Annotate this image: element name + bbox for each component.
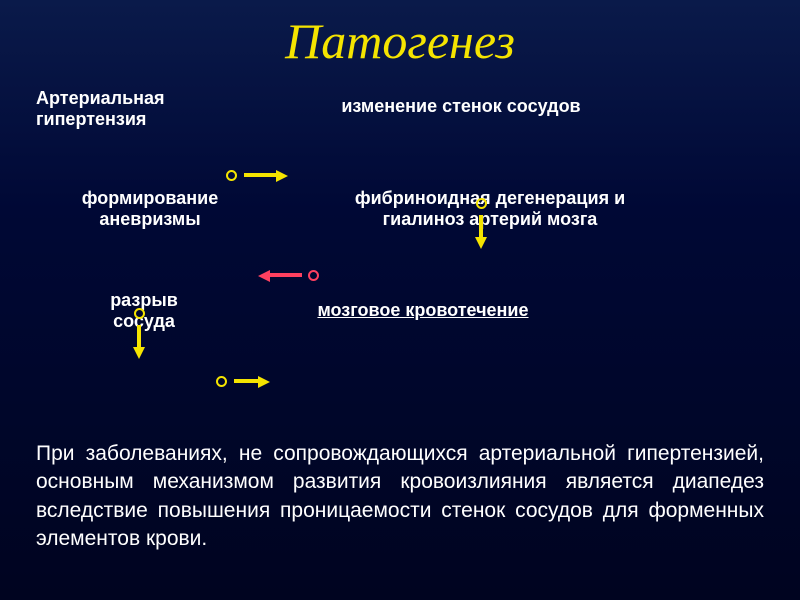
arrow-shaft: [137, 325, 141, 347]
arrow-tail-circle-icon: [476, 198, 487, 209]
node-n1: Артериальная гипертензия: [36, 88, 211, 130]
arrow-shaft: [270, 273, 302, 277]
arrow-head-icon: [258, 270, 270, 282]
node-n4: формирование аневризмы: [50, 188, 250, 230]
arrow-shaft: [234, 379, 258, 383]
arrow-tail-circle-icon: [226, 170, 237, 181]
arrow-tail-circle-icon: [308, 270, 319, 281]
arrow-tail-circle-icon: [216, 376, 227, 387]
arrow-tail-circle-icon: [134, 308, 145, 319]
arrow-shaft: [244, 173, 276, 177]
page-title: Патогенез: [0, 0, 800, 70]
arrow-head-icon: [133, 347, 145, 359]
arrow-head-icon: [276, 170, 288, 182]
arrow-shaft: [479, 215, 483, 237]
node-n3: фибриноидная дегенерация и гиалиноз арте…: [330, 188, 650, 230]
footer-paragraph: При заболеваниях, не сопровождающихся ар…: [36, 440, 764, 553]
title-text: Патогенез: [285, 13, 515, 69]
arrow-head-icon: [475, 237, 487, 249]
arrow-head-icon: [258, 376, 270, 388]
node-n6: мозговое кровотечение: [278, 300, 568, 321]
node-n2: изменение стенок сосудов: [296, 96, 626, 117]
